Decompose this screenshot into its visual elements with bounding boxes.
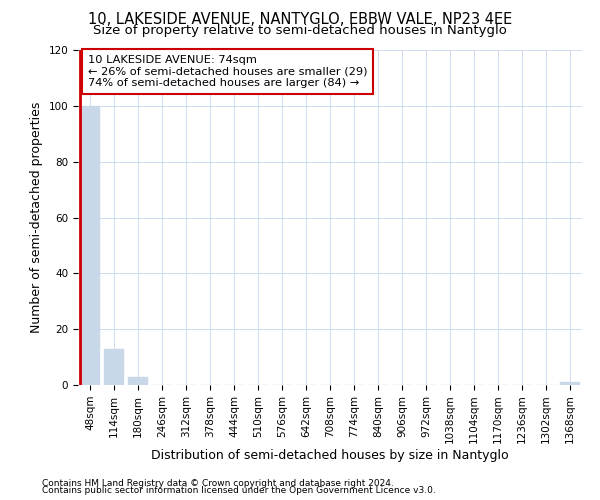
- Bar: [80, 106, 100, 385]
- Text: 10 LAKESIDE AVENUE: 74sqm
← 26% of semi-detached houses are smaller (29)
74% of : 10 LAKESIDE AVENUE: 74sqm ← 26% of semi-…: [88, 55, 368, 88]
- Text: Contains public sector information licensed under the Open Government Licence v3: Contains public sector information licen…: [42, 486, 436, 495]
- Bar: [560, 382, 580, 385]
- Text: Contains HM Land Registry data © Crown copyright and database right 2024.: Contains HM Land Registry data © Crown c…: [42, 478, 394, 488]
- Bar: [128, 376, 148, 385]
- Text: 10, LAKESIDE AVENUE, NANTYGLO, EBBW VALE, NP23 4EE: 10, LAKESIDE AVENUE, NANTYGLO, EBBW VALE…: [88, 12, 512, 28]
- Text: Size of property relative to semi-detached houses in Nantyglo: Size of property relative to semi-detach…: [93, 24, 507, 37]
- Y-axis label: Number of semi-detached properties: Number of semi-detached properties: [30, 102, 43, 333]
- X-axis label: Distribution of semi-detached houses by size in Nantyglo: Distribution of semi-detached houses by …: [151, 449, 509, 462]
- Bar: [104, 348, 124, 385]
